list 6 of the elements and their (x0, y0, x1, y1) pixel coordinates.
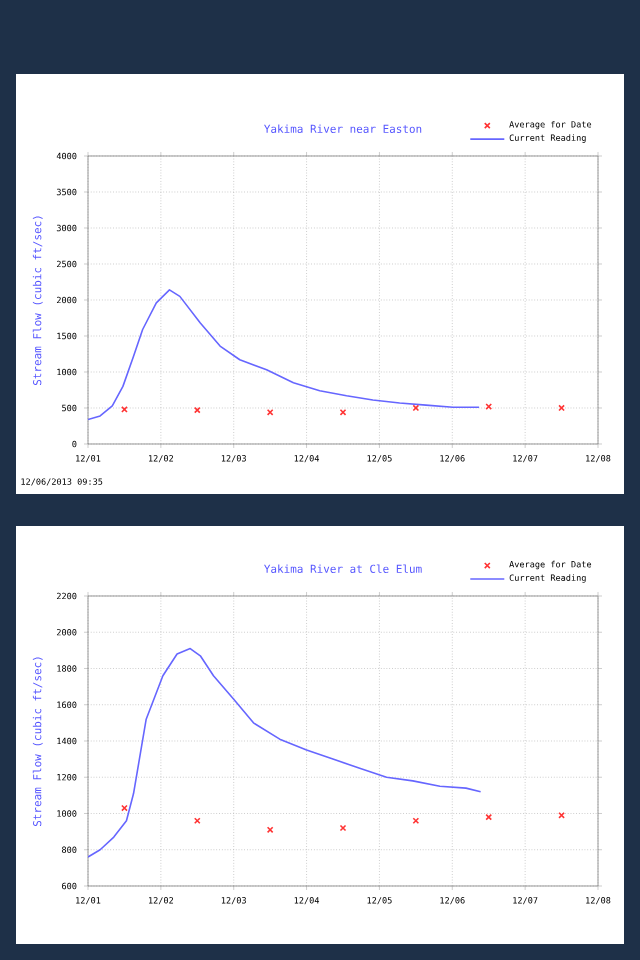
point (412, 817, 420, 825)
line-series (88, 289, 480, 421)
line-series (88, 647, 482, 858)
point (193, 817, 201, 825)
point (339, 824, 347, 832)
point (266, 826, 274, 834)
